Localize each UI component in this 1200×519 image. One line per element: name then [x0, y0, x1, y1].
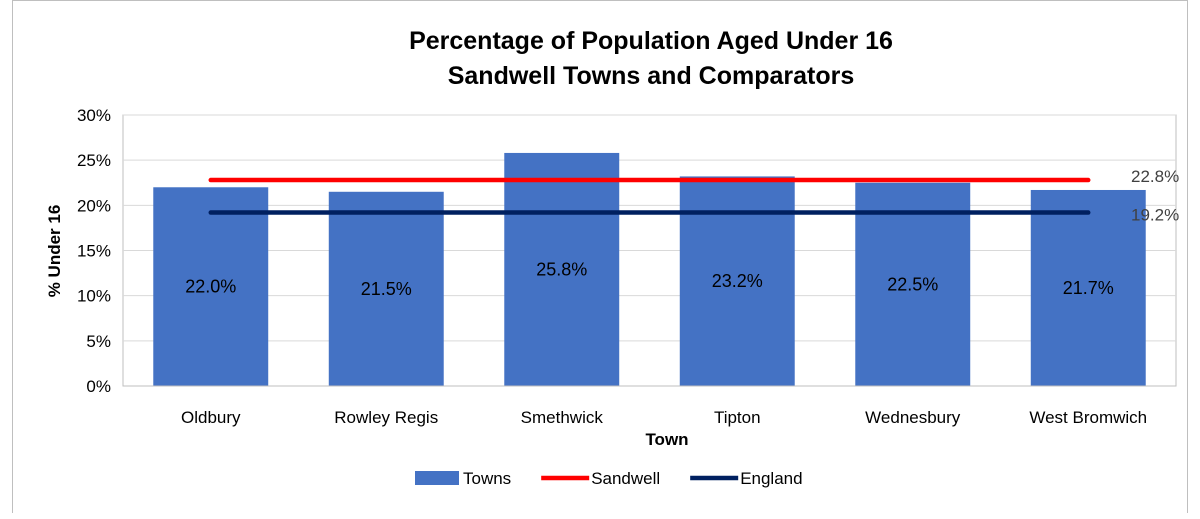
bar-data-label: 21.5% [361, 279, 412, 299]
x-axis-title: Town [645, 430, 688, 449]
y-tick-label: 0% [86, 377, 111, 396]
y-axis-title: % Under 16 [45, 205, 64, 298]
reference-line-label: 22.8% [1131, 167, 1179, 186]
bar [1030, 189, 1146, 386]
legend-label: Towns [463, 469, 511, 488]
x-category-label: Rowley Regis [334, 408, 438, 427]
x-category-label: Wednesbury [865, 408, 961, 427]
legend-swatch [415, 471, 459, 485]
bar [504, 152, 620, 386]
legend: Towns Sandwell England [415, 469, 803, 488]
y-tick-label: 30% [77, 106, 111, 125]
y-tick-label: 25% [77, 151, 111, 170]
x-axis-categories: Oldbury Rowley Regis Smethwick Tipton Wednes… [181, 408, 1147, 427]
bar [855, 182, 971, 386]
gridlines [123, 114, 1176, 342]
bar [328, 191, 444, 386]
y-tick-label: 5% [86, 332, 111, 351]
bar-data-label: 23.2% [712, 271, 763, 291]
x-category-label: Oldbury [181, 408, 241, 427]
reference-lines: 22.8% 19.2% [208, 167, 1179, 225]
x-category-label: Smethwick [521, 408, 604, 427]
chart-title-line-1: Percentage of Population Aged Under 16 [409, 27, 893, 55]
bar-data-label: 22.5% [887, 274, 938, 294]
y-axis-ticks: 0% 5% 10% 15% 20% 25% 30% [77, 106, 111, 396]
x-category-label: West Bromwich [1029, 408, 1147, 427]
chart-svg: Percentage of Population Aged Under 16 S… [45, 27, 1179, 488]
chart-title-line-2: Sandwell Towns and Comparators [448, 62, 855, 90]
y-tick-label: 15% [77, 242, 111, 261]
legend-label: England [740, 469, 802, 488]
bar-data-label: 25.8% [536, 259, 587, 279]
bars: 22.0% 21.5% 25.8% 23.2% 22.5% 21.7% [153, 152, 1146, 386]
bar [153, 187, 269, 386]
legend-label: Sandwell [591, 469, 660, 488]
bar-data-label: 22.0% [185, 277, 236, 297]
chart-frame: Percentage of Population Aged Under 16 S… [12, 0, 1188, 513]
y-tick-label: 20% [77, 196, 111, 215]
y-tick-label: 10% [77, 287, 111, 306]
bar-data-label: 21.7% [1063, 278, 1114, 298]
reference-line-label: 19.2% [1131, 206, 1179, 225]
x-category-label: Tipton [714, 408, 761, 427]
